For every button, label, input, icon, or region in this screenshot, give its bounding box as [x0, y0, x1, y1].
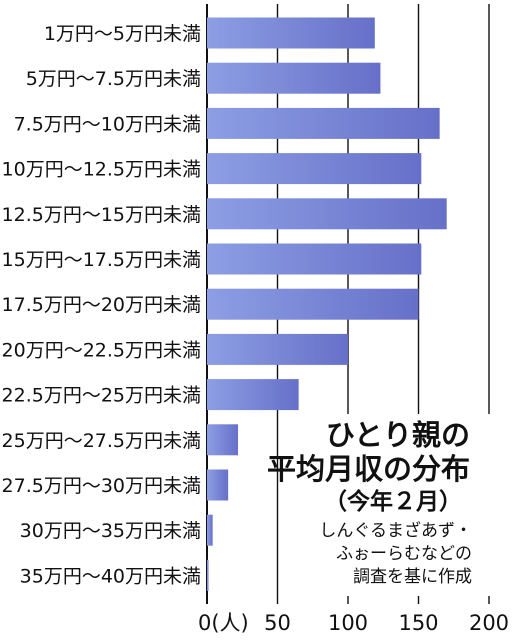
category-label-8: 20万円～22.5万円未満 [2, 339, 201, 361]
x-tick-labels: 0(人) 50 100 150 200 [198, 611, 509, 635]
bar-4 [207, 153, 422, 185]
bar-13 [207, 559, 209, 591]
category-label-1: 1万円～5万円未満 [44, 23, 201, 45]
source-line-2: ふぉーらむなどの [336, 544, 472, 564]
bar-5 [207, 198, 447, 230]
category-label-11: 27.5万円～30万円未満 [2, 475, 201, 497]
category-label-5: 12.5万円～15万円未満 [2, 204, 201, 226]
source-line-3: 調査を基に作成 [353, 567, 472, 587]
bar-1 [207, 17, 375, 49]
bar-12 [207, 514, 213, 546]
x-tick-label-200: 200 [469, 611, 509, 635]
chart-title-line-2: 平均月収の分布 [267, 452, 470, 486]
category-labels: 1万円～5万円未満 5万円～7.5万円未満 7.5万円～10万円未満 10万円～12.… [2, 23, 201, 587]
bars [207, 17, 447, 591]
bar-7 [207, 288, 419, 320]
bar-9 [207, 379, 299, 411]
chart-title-line-1: ひとり親の [326, 418, 470, 452]
bar-11 [207, 469, 229, 501]
category-label-4: 10万円～12.5万円未満 [2, 159, 201, 181]
category-label-6: 15万円～17.5万円未満 [2, 249, 201, 271]
chart-subtitle: （今年２月） [324, 488, 462, 515]
category-label-3: 7.5万円～10万円未満 [14, 113, 201, 135]
x-tick-label-100: 100 [328, 611, 368, 635]
bar-8 [207, 333, 348, 365]
category-label-9: 22.5万円～25万円未満 [2, 385, 201, 407]
category-label-13: 35万円～40万円未満 [20, 565, 201, 587]
x-tick-label-0: 0(人) [198, 611, 249, 635]
source-line-1: しんぐるまざあず・ [319, 520, 472, 541]
bar-2 [207, 62, 381, 94]
category-label-10: 25万円～27.5万円未満 [2, 430, 201, 452]
category-label-2: 5万円～7.5万円未満 [26, 68, 201, 90]
category-label-7: 17.5万円～20万円未満 [2, 294, 201, 316]
x-tick-label-50: 50 [264, 611, 291, 635]
x-tick-label-150: 150 [398, 611, 438, 635]
bar-6 [207, 243, 422, 275]
bar-3 [207, 107, 440, 139]
legend-box: ひとり親の 平均月収の分布 （今年２月） しんぐるまざあず・ ふぉーらむなどの … [267, 414, 510, 596]
category-label-12: 30万円～35万円未満 [20, 520, 201, 542]
bar-10 [207, 424, 239, 456]
